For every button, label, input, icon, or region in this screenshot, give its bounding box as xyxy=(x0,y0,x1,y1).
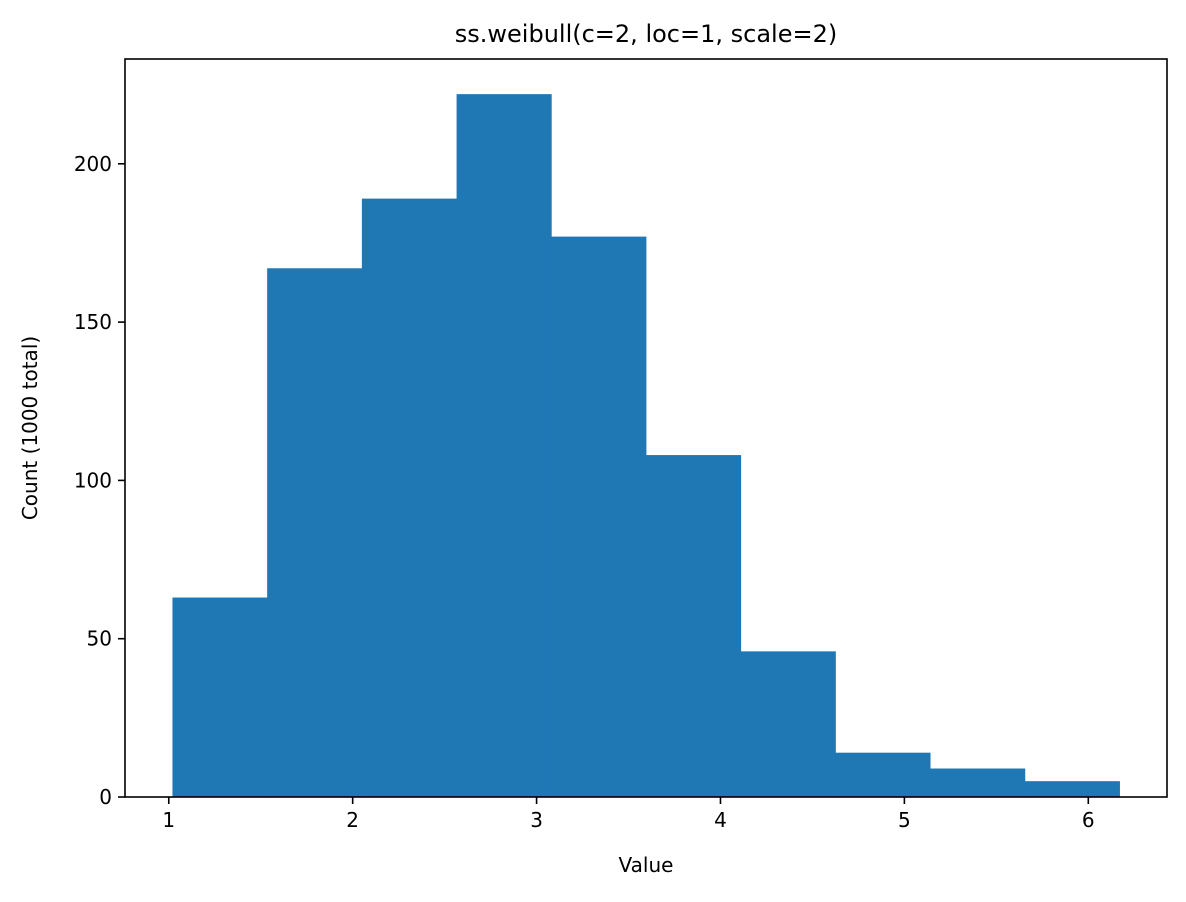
x-tick-label: 6 xyxy=(1082,808,1095,832)
histogram-bar-7 xyxy=(740,651,836,797)
y-tick-label: 50 xyxy=(87,627,112,651)
histogram-bar-3 xyxy=(361,198,457,797)
histogram-bar-8 xyxy=(835,752,931,797)
y-tick-label: 0 xyxy=(99,785,112,809)
histogram-bar-6 xyxy=(646,455,742,797)
histogram-bar-2 xyxy=(267,268,363,797)
bars-group xyxy=(172,94,1120,798)
y-tick-label: 150 xyxy=(74,310,112,334)
x-tick-label: 2 xyxy=(346,808,359,832)
x-tick-label: 5 xyxy=(898,808,911,832)
histogram-bar-9 xyxy=(930,768,1026,797)
plot-frame xyxy=(124,58,1168,798)
histogram-bar-4 xyxy=(456,94,552,797)
x-tick-label: 3 xyxy=(530,808,543,832)
chart-title: ss.weibull(c=2, loc=1, scale=2) xyxy=(455,20,837,48)
x-tick-label: 1 xyxy=(162,808,175,832)
y-tick-label: 200 xyxy=(74,152,112,176)
y-axis: 0 50 100 150 200 xyxy=(74,152,125,809)
x-axis: 1 2 3 4 5 6 xyxy=(162,797,1095,832)
y-axis-label: Count (1000 total) xyxy=(18,336,42,520)
x-tick-label: 4 xyxy=(714,808,727,832)
histogram-bar-1 xyxy=(172,597,268,797)
histogram-bar-5 xyxy=(551,236,647,798)
histogram-bar-10 xyxy=(1024,781,1120,797)
y-tick-label: 100 xyxy=(74,468,112,492)
x-axis-label: Value xyxy=(619,853,674,877)
